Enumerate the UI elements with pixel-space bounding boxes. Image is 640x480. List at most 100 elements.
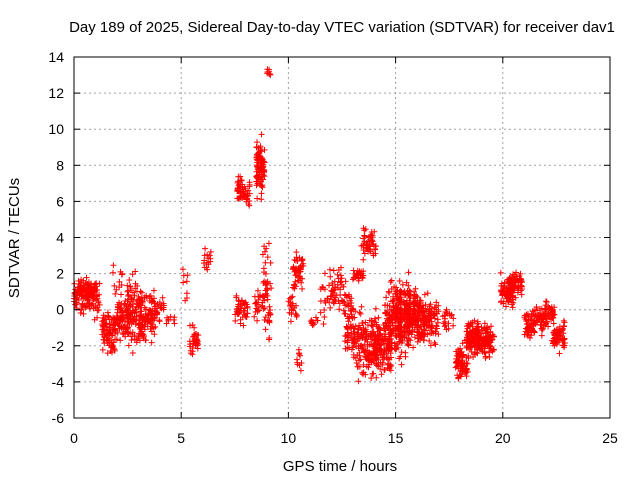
data-point [388,328,395,335]
data-point [107,321,114,328]
x-tick-label: 25 [602,430,618,446]
data-point [450,315,457,322]
data-point [322,299,329,306]
data-point [559,337,566,344]
data-point [112,326,119,333]
data-point [385,344,392,351]
data-point [360,369,367,376]
data-point [358,330,365,337]
data-point [414,328,421,335]
data-point [373,351,380,358]
data-point [126,277,133,284]
data-point [469,330,476,337]
data-point [288,294,295,301]
data-point [180,279,187,286]
data-point [320,320,327,327]
data-point [259,184,266,191]
data-point [466,329,473,336]
data-point [381,366,388,373]
data-point [427,301,434,308]
data-point [365,357,372,364]
data-point [103,337,110,344]
data-point [294,361,301,368]
data-point [506,290,513,297]
data-point [330,267,337,274]
data-point [290,263,297,270]
data-point [353,359,360,366]
data-point [488,323,495,330]
data-point [393,345,400,352]
data-point [379,354,386,361]
data-point [338,282,345,289]
data-point [467,342,474,349]
data-point [465,352,472,359]
data-point [357,271,364,278]
data-point [131,336,138,343]
data-point [261,316,268,323]
data-point [292,283,299,290]
y-tick-label: 2 [56,266,64,282]
data-point [293,302,300,309]
data-point [398,336,405,343]
data-point [106,324,113,331]
data-point [543,319,550,326]
data-point [368,237,375,244]
data-point [329,282,336,289]
y-tick-label: 8 [56,157,64,173]
data-point [412,285,419,292]
data-point [310,321,317,328]
data-point [235,301,242,308]
data-point [489,348,496,355]
data-point [525,313,532,320]
data-point [145,311,152,318]
data-point [321,307,328,314]
data-point [88,280,95,287]
data-point [334,271,341,278]
data-point [236,309,243,316]
data-point [431,339,438,346]
data-point [506,275,513,282]
data-point [290,307,297,314]
data-point [344,325,351,332]
data-point [297,263,304,270]
data-point [539,325,546,332]
data-point [398,361,405,368]
data-point [254,195,261,202]
data-point [421,319,428,326]
data-point [204,251,211,258]
data-point [179,266,186,273]
data-point [338,275,345,282]
data-point [407,293,414,300]
data-point [549,306,556,313]
data-point [401,328,408,335]
data-point [373,374,380,381]
y-tick-label: 12 [48,85,64,101]
data-point [239,181,246,188]
data-point [406,329,413,336]
data-point [361,250,368,257]
data-point [489,336,496,343]
data-point [180,272,187,279]
data-point [330,289,337,296]
data-point [387,298,394,305]
data-point [365,248,372,255]
data-point [424,290,431,297]
data-point [141,294,148,301]
data-point [352,355,359,362]
data-point [160,304,167,311]
data-point [137,313,144,320]
data-point [109,332,116,339]
data-point [450,322,457,329]
data-point [484,325,490,332]
data-point [75,287,82,294]
data-point [258,190,265,197]
data-point [254,317,261,324]
data-point [432,328,439,335]
data-point [372,354,379,361]
data-point [137,302,144,309]
data-point [246,202,253,209]
data-point [397,353,404,360]
data-point [362,347,369,354]
data-point [156,317,163,324]
data-point [171,314,178,321]
